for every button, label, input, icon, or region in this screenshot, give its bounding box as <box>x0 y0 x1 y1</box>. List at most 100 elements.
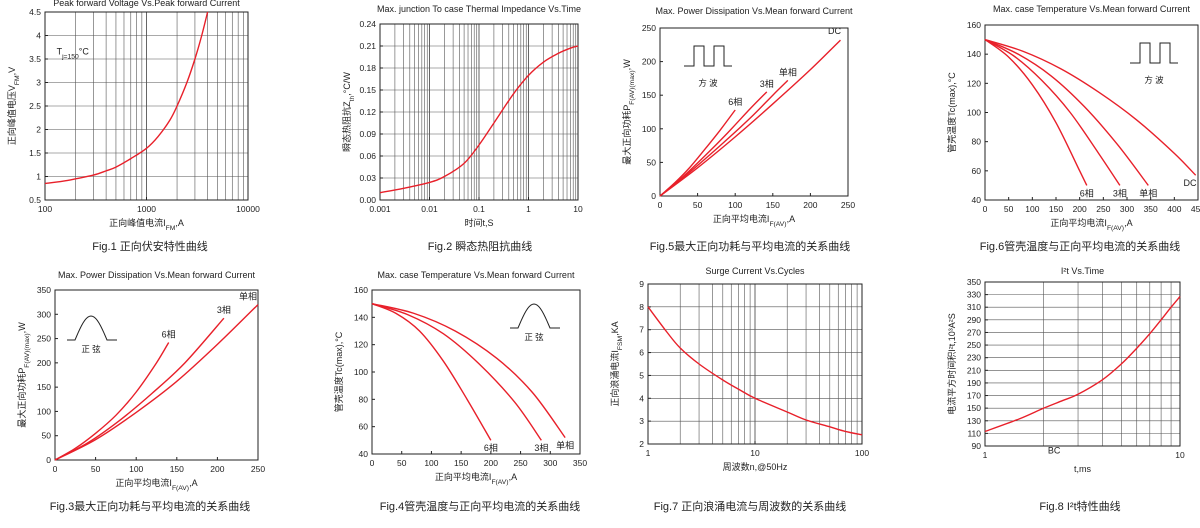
y-tick-label: 100 <box>37 406 51 416</box>
y-tick-label: 110 <box>967 428 981 438</box>
series-line <box>659 91 768 197</box>
y-tick-label: 40 <box>359 449 369 459</box>
x-tick-label: 1 <box>526 204 531 214</box>
series-line <box>984 39 1088 186</box>
series-line <box>659 109 736 197</box>
y-axis-label: 正向峰值电压VFM,V <box>6 67 21 145</box>
x-tick-label: 100 <box>129 464 143 474</box>
series-line <box>54 317 225 461</box>
y-tick-label: 190 <box>967 378 981 388</box>
y-tick-label: 100 <box>642 124 656 134</box>
y-tick-label: 350 <box>37 285 51 295</box>
y-tick-label: 1 <box>36 172 41 182</box>
plot-frame <box>371 289 581 455</box>
y-tick-label: 150 <box>642 90 656 100</box>
y-tick-label: 0 <box>651 191 656 201</box>
x-tick-label: 1000 <box>137 204 156 214</box>
y-tick-label: 200 <box>37 358 51 368</box>
sine-wave-icon: 正 弦 <box>510 303 560 342</box>
x-tick-label: 50 <box>1004 204 1014 214</box>
x-tick-label: 100 <box>38 204 52 214</box>
chart-title: Max. Power Dissipation Vs.Mean forward C… <box>655 6 853 16</box>
x-tick-label: 0.001 <box>369 204 391 214</box>
inset-label: 方 波 <box>698 78 718 88</box>
series-label: 6相 <box>162 328 176 339</box>
y-tick-label: 330 <box>967 290 981 300</box>
x-tick-label: 250 <box>251 464 265 474</box>
y-tick-label: 300 <box>37 309 51 319</box>
y-tick-label: 230 <box>967 353 981 363</box>
x-tick-label: 10000 <box>236 204 260 214</box>
square-wave-icon: 方 波 <box>1130 42 1178 85</box>
y-tick-label: 310 <box>967 302 981 312</box>
series-line <box>659 39 841 197</box>
figure-caption: Fig.8 I²t特性曲线 <box>1039 499 1120 513</box>
grid <box>379 23 578 201</box>
y-tick-label: 150 <box>37 382 51 392</box>
y-tick-label: 210 <box>967 365 981 375</box>
series-line <box>984 38 1149 186</box>
x-tick-label: 450 <box>1191 204 1200 214</box>
y-tick-label: 50 <box>647 157 657 167</box>
square-wave-icon: 方 波 <box>684 45 732 88</box>
y-tick-label: 120 <box>967 78 981 88</box>
x-tick-label: 1 <box>983 450 988 460</box>
x-tick-label: 0 <box>658 200 663 210</box>
x-tick-label: 50 <box>693 200 703 210</box>
y-axis-label: 电流平方时间积I²t,10³A²S <box>946 313 957 415</box>
plot-frame <box>984 24 1199 201</box>
y-tick-label: 350 <box>967 277 981 287</box>
x-tick-label: 150 <box>454 458 468 468</box>
y-axis-label: 正向浪涌电流IFSM,KA <box>609 321 624 406</box>
y-tick-label: 0.18 <box>359 63 376 73</box>
x-tick-label: 10 <box>573 204 583 214</box>
y-tick-label: 80 <box>359 394 369 404</box>
chart-title: Max. case Temperature Vs.Mean forward Cu… <box>993 4 1190 14</box>
y-tick-label: 120 <box>354 340 368 350</box>
chart-i2t: I²t Vs.Time 1 10 90 110 130 150 170 190 210 230 250… <box>930 266 1200 528</box>
x-axis-label: 正向峰值电流IFM,A <box>109 217 184 232</box>
x-tick-label: 50 <box>91 464 101 474</box>
series-label: 6相 <box>484 442 498 453</box>
x-axis-label: 正向平均电流IF(AV),A <box>1050 217 1132 232</box>
plot-frame <box>54 289 259 461</box>
x-tick-label: 150 <box>766 200 780 210</box>
series-label: 单相 <box>239 291 257 302</box>
grid <box>44 11 248 201</box>
x-tick-label: 100 <box>855 448 869 458</box>
y-tick-label: 4 <box>36 31 41 41</box>
series-line <box>371 302 542 441</box>
chart-svg: Max. Power Dissipation Vs.Mean forward C… <box>16 270 265 513</box>
x-tick-label: 10 <box>750 448 760 458</box>
y-tick-label: 0.06 <box>359 151 376 161</box>
x-axis-label: 时间t,S <box>464 217 493 228</box>
series-label: 3相 <box>1113 187 1127 198</box>
y-tick-label: 250 <box>642 23 656 33</box>
figure-caption: Fig.3最大正向功耗与平均电流的关系曲线 <box>50 499 250 513</box>
y-tick-label: 7 <box>639 325 644 335</box>
chart-power-dissipation-square: Max. Power Dissipation Vs.Mean forward C… <box>600 0 900 260</box>
figure-caption: Fig.2 瞬态热阻抗曲线 <box>428 239 533 253</box>
plot-frame <box>984 281 1181 447</box>
y-tick-label: 3 <box>36 78 41 88</box>
chart-svg: Max. junction To case Thermal Impedance … <box>341 4 583 253</box>
y-tick-label: 0.12 <box>359 107 376 117</box>
x-tick-label: 50 <box>397 458 407 468</box>
x-tick-label: 250 <box>513 458 527 468</box>
y-tick-label: 270 <box>967 327 981 337</box>
y-tick-label: 1.5 <box>29 148 41 158</box>
series-line <box>44 11 209 185</box>
x-tick-label: 0 <box>983 204 988 214</box>
y-tick-label: 4.5 <box>29 7 41 17</box>
figure-caption: Fig.1 正向伏安特性曲线 <box>92 239 208 253</box>
annotation: BC <box>1048 446 1061 456</box>
series-line <box>647 306 863 436</box>
inset-label: 方 波 <box>1144 75 1164 85</box>
x-tick-label: 0.01 <box>421 204 438 214</box>
figure-caption: Fig.4管壳温度与正向平均电流的关系曲线 <box>380 499 580 513</box>
y-axis-label: 最大正向功耗PF(AV)(max),W <box>16 322 31 428</box>
series-line <box>54 304 259 461</box>
y-axis-label: 管壳温度Tc(max),°C <box>333 331 344 412</box>
